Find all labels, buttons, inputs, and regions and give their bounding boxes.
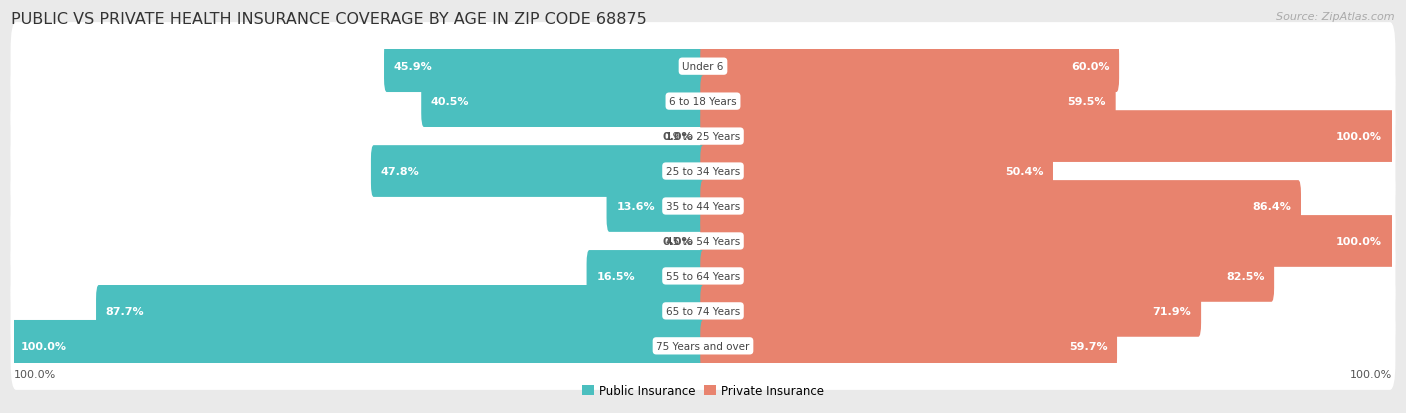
FancyBboxPatch shape	[700, 146, 1053, 197]
FancyBboxPatch shape	[700, 285, 1201, 337]
Text: 45 to 54 Years: 45 to 54 Years	[666, 236, 740, 247]
Text: 86.4%: 86.4%	[1253, 202, 1291, 211]
FancyBboxPatch shape	[11, 267, 1395, 355]
FancyBboxPatch shape	[586, 250, 706, 302]
FancyBboxPatch shape	[11, 128, 1395, 216]
Text: 100.0%: 100.0%	[1350, 369, 1392, 379]
FancyBboxPatch shape	[700, 320, 1116, 372]
Text: Under 6: Under 6	[682, 62, 724, 72]
Text: 100.0%: 100.0%	[1336, 132, 1382, 142]
FancyBboxPatch shape	[11, 197, 1395, 285]
Text: 59.5%: 59.5%	[1067, 97, 1107, 107]
FancyBboxPatch shape	[700, 216, 1395, 267]
FancyBboxPatch shape	[96, 285, 706, 337]
Text: 35 to 44 Years: 35 to 44 Years	[666, 202, 740, 211]
Text: 100.0%: 100.0%	[1336, 236, 1382, 247]
Text: 0.0%: 0.0%	[662, 236, 693, 247]
FancyBboxPatch shape	[371, 146, 706, 197]
Text: 82.5%: 82.5%	[1226, 271, 1264, 281]
Text: 0.0%: 0.0%	[662, 132, 693, 142]
Text: 6 to 18 Years: 6 to 18 Years	[669, 97, 737, 107]
Text: 25 to 34 Years: 25 to 34 Years	[666, 166, 740, 177]
Text: 60.0%: 60.0%	[1071, 62, 1109, 72]
Text: 40.5%: 40.5%	[430, 97, 470, 107]
Text: 19 to 25 Years: 19 to 25 Years	[666, 132, 740, 142]
Text: PUBLIC VS PRIVATE HEALTH INSURANCE COVERAGE BY AGE IN ZIP CODE 68875: PUBLIC VS PRIVATE HEALTH INSURANCE COVER…	[11, 12, 647, 27]
Text: 100.0%: 100.0%	[14, 369, 56, 379]
FancyBboxPatch shape	[700, 111, 1395, 163]
FancyBboxPatch shape	[700, 76, 1116, 128]
FancyBboxPatch shape	[422, 76, 706, 128]
Text: 71.9%: 71.9%	[1153, 306, 1191, 316]
FancyBboxPatch shape	[700, 41, 1119, 93]
Text: 59.7%: 59.7%	[1069, 341, 1108, 351]
Text: 47.8%: 47.8%	[381, 166, 419, 177]
FancyBboxPatch shape	[700, 250, 1274, 302]
FancyBboxPatch shape	[384, 41, 706, 93]
Text: 13.6%: 13.6%	[616, 202, 655, 211]
Text: 50.4%: 50.4%	[1005, 166, 1043, 177]
Text: 65 to 74 Years: 65 to 74 Years	[666, 306, 740, 316]
Text: Source: ZipAtlas.com: Source: ZipAtlas.com	[1277, 12, 1395, 22]
FancyBboxPatch shape	[11, 23, 1395, 111]
Text: 100.0%: 100.0%	[21, 341, 67, 351]
Text: 45.9%: 45.9%	[394, 62, 433, 72]
FancyBboxPatch shape	[11, 163, 1395, 250]
FancyBboxPatch shape	[11, 320, 706, 372]
Text: 87.7%: 87.7%	[105, 306, 145, 316]
FancyBboxPatch shape	[11, 302, 1395, 390]
FancyBboxPatch shape	[11, 58, 1395, 146]
FancyBboxPatch shape	[700, 181, 1301, 232]
Legend: Public Insurance, Private Insurance: Public Insurance, Private Insurance	[578, 379, 828, 401]
Text: 16.5%: 16.5%	[596, 271, 636, 281]
FancyBboxPatch shape	[606, 181, 706, 232]
Text: 75 Years and over: 75 Years and over	[657, 341, 749, 351]
FancyBboxPatch shape	[11, 232, 1395, 320]
Text: 55 to 64 Years: 55 to 64 Years	[666, 271, 740, 281]
FancyBboxPatch shape	[11, 93, 1395, 181]
